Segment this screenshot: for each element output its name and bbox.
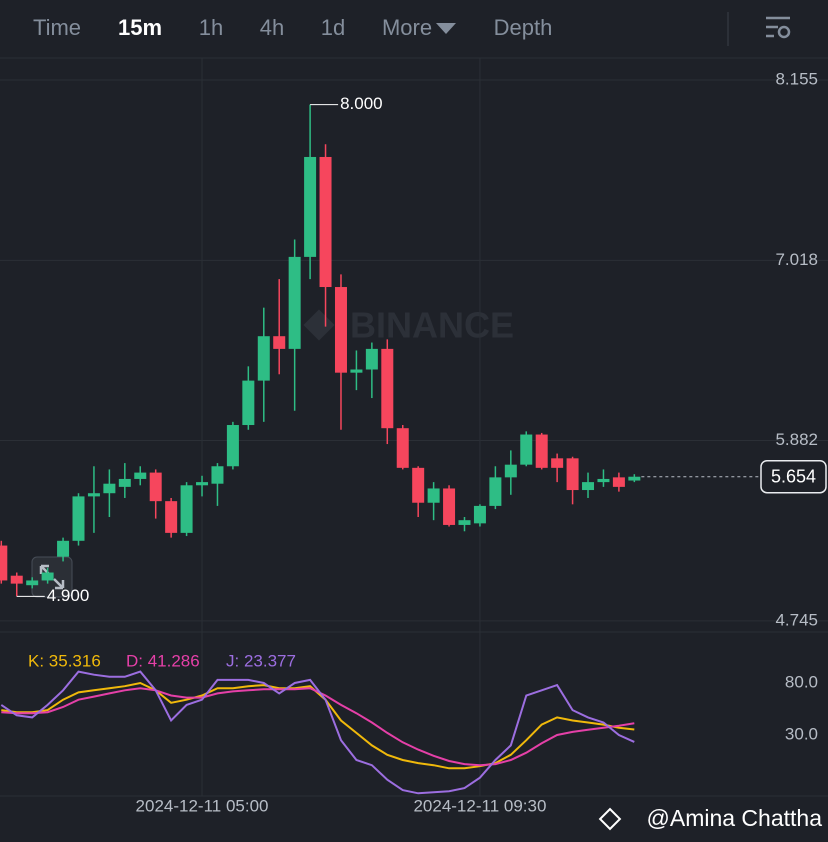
x-tick-label: 2024-12-11 09:30 — [413, 796, 546, 815]
candle-body — [396, 428, 409, 468]
candle-body — [520, 434, 533, 465]
legend-entry: J: 23.377 — [226, 651, 296, 670]
candle-body — [597, 478, 610, 483]
last-price-box — [760, 459, 827, 494]
watermark-logo — [303, 309, 335, 341]
tab[interactable]: 15m — [118, 15, 162, 40]
candle-body — [211, 466, 224, 484]
annotation-label: 8.000 — [340, 94, 383, 113]
tab[interactable]: 1h — [199, 15, 223, 40]
candle-body — [118, 478, 131, 487]
candle-body — [473, 505, 486, 524]
candle-body — [149, 472, 162, 502]
y-tick-label: 4.745 — [775, 610, 818, 629]
candle-body — [551, 458, 564, 468]
tab[interactable]: 1d — [321, 15, 345, 40]
credit-logo — [598, 807, 622, 831]
candle-body — [0, 545, 8, 581]
indicator-line — [0, 670, 635, 795]
candle-body — [57, 540, 70, 557]
candle-body — [319, 156, 332, 288]
credit: @Amina Chattha — [647, 805, 823, 831]
y-tick-label: 30.0 — [785, 725, 818, 744]
candle-body — [612, 477, 625, 487]
candle-body — [87, 493, 100, 497]
tab[interactable]: Time — [33, 15, 81, 40]
watermark: BINANCE — [350, 305, 514, 346]
candle-body — [443, 488, 456, 525]
candle-body — [381, 348, 394, 429]
candle-body — [180, 485, 193, 533]
candle-body — [628, 476, 641, 481]
candle-body — [10, 575, 23, 584]
candle-body — [365, 348, 378, 370]
candle-body — [103, 483, 116, 494]
y-tick-label: 80.0 — [785, 673, 818, 692]
candle-body — [412, 467, 425, 503]
candle-body — [504, 464, 517, 478]
tab[interactable]: Depth — [494, 15, 553, 40]
candle-body — [566, 458, 579, 491]
candle-body — [489, 477, 502, 506]
candle-body — [427, 488, 440, 503]
candle-body — [535, 434, 548, 468]
candle-body — [334, 287, 347, 373]
candle-body — [196, 482, 209, 486]
candle-body — [304, 156, 317, 257]
y-tick-label: 5.882 — [775, 430, 818, 449]
settings-icon[interactable] — [766, 16, 791, 39]
last-price-label: 5.654 — [771, 466, 816, 486]
candle-body — [72, 496, 85, 541]
candle-body — [257, 336, 270, 381]
candle-body — [134, 472, 147, 479]
more-caret[interactable] — [436, 23, 456, 34]
y-tick-label: 8.155 — [775, 70, 818, 89]
candle-body — [165, 501, 178, 533]
candle-body — [350, 369, 363, 373]
annotation-label: 4.900 — [47, 586, 90, 605]
candle-body — [582, 482, 595, 491]
legend-entry: D: 41.286 — [126, 651, 200, 670]
tab[interactable]: 4h — [260, 15, 284, 40]
y-tick-label: 7.018 — [775, 250, 818, 269]
tab[interactable]: More — [382, 15, 432, 40]
candle-body — [273, 336, 286, 349]
candle-body — [41, 572, 54, 581]
x-tick-label: 2024-12-11 05:00 — [136, 796, 269, 815]
indicator-line — [1, 687, 635, 767]
candle-body — [288, 256, 301, 349]
candle-body — [242, 380, 255, 426]
candle-body — [226, 425, 239, 467]
legend-entry: K: 35.316 — [28, 651, 101, 670]
candle-body — [458, 520, 471, 525]
candle-body — [26, 580, 39, 586]
